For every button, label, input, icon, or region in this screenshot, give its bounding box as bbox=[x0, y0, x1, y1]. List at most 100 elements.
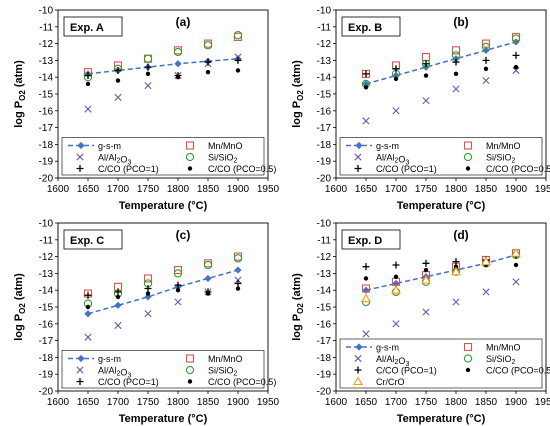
x-tick-label: 1800 bbox=[167, 397, 190, 408]
data-point-c-co-pco-0-5 bbox=[393, 76, 399, 82]
data-point-si-sio2 bbox=[203, 41, 213, 50]
data-point-mn-mno bbox=[361, 284, 371, 293]
chart-panel-2: -20 -19 -18 -17 -16 -15 -14 -13 -12 -11 -10 1600 165… bbox=[291, 6, 550, 213]
x-tick-label: 1700 bbox=[385, 397, 408, 408]
data-point-c-co-pco-1 bbox=[362, 70, 370, 78]
data-point-al-al2o3 bbox=[84, 105, 92, 113]
legend-entry-label: Cr/CrO bbox=[376, 377, 405, 387]
legend-swatch bbox=[463, 152, 473, 162]
y-tick-label: -16 bbox=[39, 319, 54, 330]
data-point-c-co-pco-0-5 bbox=[145, 291, 151, 296]
chart-panel-3: -20 -19 -18 -17 -16 -15 -14 -13 -12 -11 -10 1600 165… bbox=[13, 219, 280, 426]
data-point-g-s-m bbox=[392, 71, 400, 80]
legend-entry-label: Si/SiO2 bbox=[208, 153, 238, 165]
legend-box bbox=[339, 137, 543, 176]
experiment-label: Exp. D bbox=[348, 235, 382, 247]
legend-entry-label: g-s-m bbox=[376, 141, 399, 151]
data-point-al-al2o3 bbox=[84, 333, 92, 341]
data-point-al-al2o3 bbox=[174, 298, 182, 306]
panel-label: (c) bbox=[176, 228, 191, 242]
data-point-g-s-m bbox=[114, 301, 122, 309]
x-axis-title: Temperature (°C) bbox=[119, 200, 208, 212]
x-tick-label: 1850 bbox=[475, 184, 498, 195]
y-axis-title: log PO2 (atm) bbox=[291, 60, 305, 128]
x-tick-label: 1800 bbox=[167, 184, 190, 195]
legend-entry-label: g-s-m bbox=[98, 354, 121, 364]
legend-entry-label: Mn/MnO bbox=[486, 141, 521, 151]
panel-label: (d) bbox=[453, 228, 468, 242]
experiment-label: Exp. C bbox=[70, 235, 104, 247]
x-tick-label: 1750 bbox=[415, 397, 438, 408]
data-point-c-co-pco-1 bbox=[362, 263, 370, 271]
data-point-al-al2o3 bbox=[144, 82, 152, 90]
data-point-c-co-pco-1 bbox=[114, 66, 122, 74]
data-point-al-al2o3 bbox=[482, 288, 490, 296]
data-point-c-co-pco-1 bbox=[452, 58, 460, 66]
y-tick-label: -20 bbox=[39, 387, 54, 398]
x-tick-label: 1650 bbox=[77, 184, 100, 195]
y-tick-label: -13 bbox=[39, 56, 54, 67]
y-tick-label: -13 bbox=[317, 269, 332, 280]
y-axis-title: log PO2 (atm) bbox=[13, 273, 27, 341]
y-tick-label: -12 bbox=[317, 39, 332, 50]
y-tick-label: -14 bbox=[39, 73, 54, 84]
series-line-g-s-m bbox=[365, 41, 517, 85]
data-point-al-al2o3 bbox=[512, 66, 520, 75]
legend-swatch bbox=[465, 166, 471, 171]
data-point-c-co-pco-0-5 bbox=[423, 73, 429, 78]
x-tick-label: 1600 bbox=[47, 184, 70, 195]
data-point-g-s-m bbox=[392, 279, 400, 288]
legend-swatch bbox=[354, 153, 362, 161]
legend-swatch bbox=[465, 367, 471, 373]
x-tick-label: 1700 bbox=[107, 184, 130, 195]
x-tick-label: 1950 bbox=[535, 397, 550, 408]
legend-entry-label: C/CO (PCO=1) bbox=[98, 377, 159, 387]
x-axis-title: Temperature (°C) bbox=[119, 413, 208, 425]
legend-swatch-g-s-m bbox=[355, 343, 363, 351]
data-point-c-co-pco-1 bbox=[174, 281, 182, 289]
x-axis-title: Temperature (°C) bbox=[397, 200, 486, 212]
legend-entry-label: C/CO (PCO=1) bbox=[98, 164, 159, 174]
legend-swatch-g-s-m bbox=[355, 141, 363, 150]
data-point-si-sio2 bbox=[173, 269, 183, 278]
y-tick-label: -15 bbox=[39, 90, 54, 101]
experiment-label-box bbox=[63, 16, 123, 37]
data-point-c-co-pco-0-5 bbox=[115, 294, 121, 300]
x-tick-label: 1850 bbox=[197, 397, 220, 408]
y-tick-label: -17 bbox=[317, 336, 332, 347]
data-point-c-co-pco-0-5 bbox=[513, 64, 519, 70]
y-tick-label: -16 bbox=[317, 319, 332, 330]
y-tick-label: -15 bbox=[317, 303, 332, 314]
experiment-label-box bbox=[341, 16, 401, 37]
legend-entry-label: Al/Al2O3 bbox=[98, 366, 131, 380]
legend-swatch bbox=[354, 366, 362, 374]
data-point-c-co-pco-1 bbox=[84, 291, 92, 299]
legend-entry-label: C/CO (PCO=0.5) bbox=[208, 164, 276, 174]
legend-entry-label: Si/SiO2 bbox=[486, 153, 516, 165]
chart-panel-4: -20 -19 -18 -17 -16 -15 -14 -13 -12 -11 -10 1600 165… bbox=[291, 219, 550, 426]
legend-swatch bbox=[463, 141, 473, 150]
legend-swatch bbox=[354, 354, 362, 363]
data-point-si-sio2 bbox=[203, 260, 213, 270]
data-point-c-co-pco-0-5 bbox=[483, 66, 489, 72]
data-point-cr-cro bbox=[391, 285, 401, 294]
data-point-cr-cro bbox=[451, 266, 461, 276]
y-tick-label: -19 bbox=[39, 370, 54, 381]
x-tick-label: 1800 bbox=[445, 184, 468, 195]
data-point-c-co-pco-0-5 bbox=[145, 71, 151, 77]
data-point-c-co-pco-1 bbox=[422, 259, 430, 267]
experiment-label-box bbox=[63, 229, 123, 250]
data-point-si-sio2 bbox=[233, 31, 243, 40]
data-point-si-sio2 bbox=[173, 47, 183, 57]
data-point-c-co-pco-1 bbox=[234, 56, 242, 64]
data-point-c-co-pco-0-5 bbox=[175, 288, 181, 293]
x-tick-label: 1600 bbox=[47, 397, 70, 408]
y-tick-label: -11 bbox=[39, 235, 53, 246]
data-point-mn-mno bbox=[143, 274, 153, 283]
data-point-al-al2o3 bbox=[452, 85, 460, 93]
legend-entry-label: C/CO (PCO=0.5) bbox=[486, 366, 550, 376]
x-tick-label: 1850 bbox=[197, 184, 220, 195]
data-point-c-co-pco-1 bbox=[204, 58, 212, 66]
legend-entry-label: g-s-m bbox=[98, 141, 121, 151]
